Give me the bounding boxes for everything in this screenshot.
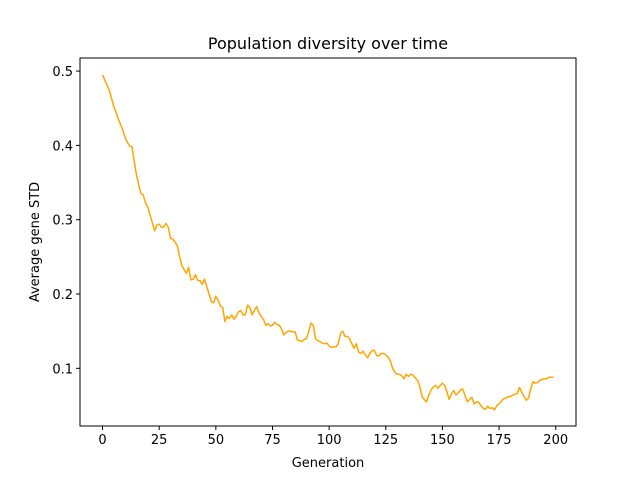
chart-title: Population diversity over time: [208, 34, 448, 53]
y-tick-label: 0.2: [52, 288, 73, 303]
x-axis-label: Generation: [292, 456, 365, 471]
x-tick-label: 0: [98, 433, 106, 448]
data-line: [101, 74, 554, 411]
plot-frame: [79, 57, 577, 427]
y-axis-label: Average gene STD: [28, 182, 43, 302]
x-tick-label: 100: [317, 433, 342, 448]
y-tick-label: 0.3: [52, 214, 73, 229]
x-tick-label: 150: [430, 433, 455, 448]
y-tick-label: 0.4: [52, 139, 73, 154]
y-tick-label: 0.5: [52, 65, 73, 80]
x-tick-label: 50: [208, 433, 225, 448]
x-tick-label: 75: [264, 433, 281, 448]
x-tick-label: 200: [543, 433, 568, 448]
x-tick-label: 25: [151, 433, 168, 448]
y-tick-label: 0.1: [52, 362, 73, 377]
x-tick-label: 125: [373, 433, 398, 448]
x-tick-label: 175: [487, 433, 512, 448]
